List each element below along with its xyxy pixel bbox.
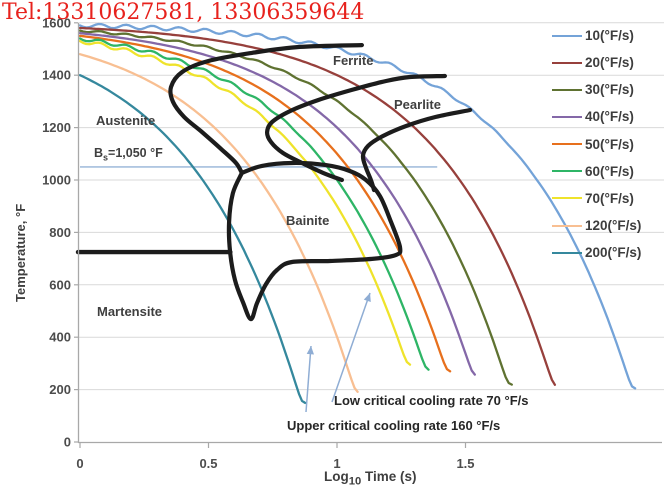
legend-label: 10(°F/s) [585, 28, 634, 44]
x-axis-title-subscript: 10 [348, 475, 362, 488]
legend-label: 30(°F/s) [585, 82, 634, 98]
legend-label: 120(°F/s) [585, 218, 642, 234]
x-tick-label: 0 [76, 456, 83, 471]
legend-swatch [552, 34, 582, 37]
annotation-arrow-low [331, 292, 371, 403]
y-tick-label: 200 [49, 382, 71, 397]
x-tick-label: 1 [333, 456, 340, 471]
legend-item-200fps: 200(°F/s) [552, 239, 668, 266]
cooling-curve-20fps [78, 26, 557, 386]
x-tick-label: 1.5 [456, 456, 474, 471]
legend-label: 200(°F/s) [585, 245, 642, 261]
bs-label-suffix: =1,050 °F [108, 146, 163, 160]
legend-item-50fps: 50(°F/s) [552, 131, 668, 158]
legend-item-10fps: 10(°F/s) [552, 22, 668, 49]
bainite-start-line-label: Bs=1,050 °F [94, 146, 163, 163]
legend-label: 60(°F/s) [585, 163, 634, 179]
legend-label: 40(°F/s) [585, 109, 634, 125]
y-tick-label: 1000 [42, 173, 71, 188]
phase-label-bainite: Bainite [286, 213, 330, 228]
phase-label-martensite: Martensite [97, 304, 163, 319]
cooling-curve-50fps [78, 34, 452, 373]
legend-item-120fps: 120(°F/s) [552, 212, 668, 239]
y-axis-title: Temperature, °F [13, 203, 28, 302]
annotation-arrow-upper [305, 345, 314, 413]
legend-item-70fps: 70(°F/s) [552, 185, 668, 212]
cooling-curve-40fps [78, 32, 476, 376]
y-tick-label: 1600 [42, 15, 71, 30]
phase-boundary-bainite-loop [226, 160, 403, 322]
phase-boundary-pearlite-finish [360, 107, 473, 193]
y-tick-label: 1200 [42, 120, 71, 135]
legend-label: 20(°F/s) [585, 55, 634, 71]
cooling-curve-70fps [78, 39, 412, 366]
cooling-curve-60fps [78, 37, 430, 371]
annotation-upper-critical-cooling-rate: Upper critical cooling rate 160 °F/s [287, 418, 501, 433]
legend-label: 50(°F/s) [585, 136, 634, 152]
y-tick-label: 600 [49, 277, 71, 292]
y-tick-label: 800 [49, 225, 71, 240]
legend-swatch [552, 197, 582, 200]
legend-item-60fps: 60(°F/s) [552, 158, 668, 185]
legend-swatch [552, 224, 582, 227]
annotation-low-critical-cooling-rate: Low critical cooling rate 70 °F/s [334, 393, 529, 408]
legend-swatch [552, 88, 582, 91]
legend-item-30fps: 30(°F/s) [552, 76, 668, 103]
phase-label-pearlite: Pearlite [394, 97, 441, 112]
y-tick-label: 400 [49, 330, 71, 345]
y-tick-label: 0 [64, 435, 71, 450]
phase-label-ferrite: Ferrite [333, 53, 374, 68]
cooling-curve-200fps [78, 74, 307, 405]
bs-label-prefix: B [94, 146, 104, 160]
axes [74, 22, 662, 448]
legend-swatch [552, 143, 582, 146]
y-tick-label: 1400 [42, 68, 71, 83]
phase-boundary-ferrite-start [168, 43, 364, 175]
watermark-phone-text: Tel:13310627581, 13306359644 [2, 0, 365, 25]
legend-swatch [552, 170, 582, 173]
legend: 10(°F/s) 20(°F/s) 30(°F/s) 40(°F/s) 50(°F/s)… [552, 22, 668, 266]
legend-label: 70(°F/s) [585, 190, 634, 206]
x-axis-title: Log10 Time (s) [324, 469, 417, 488]
x-axis-title-prefix: Log [324, 469, 349, 484]
legend-item-40fps: 40(°F/s) [552, 103, 668, 130]
x-tick-label: 0.5 [199, 456, 217, 471]
company-logo: 晟杰钢管 [502, 443, 668, 496]
legend-swatch [552, 61, 582, 64]
cooling-curve-10fps [78, 22, 637, 390]
cooling-curve-120fps [78, 53, 359, 393]
legend-swatch [552, 251, 582, 254]
legend-item-20fps: 20(°F/s) [552, 49, 668, 76]
cooling-curve-30fps [78, 29, 513, 386]
bs-label-subscript: s [103, 152, 109, 163]
phase-label-austenite: Austenite [96, 113, 156, 128]
legend-swatch [552, 115, 582, 118]
x-axis-title-suffix: Time (s) [361, 469, 417, 484]
